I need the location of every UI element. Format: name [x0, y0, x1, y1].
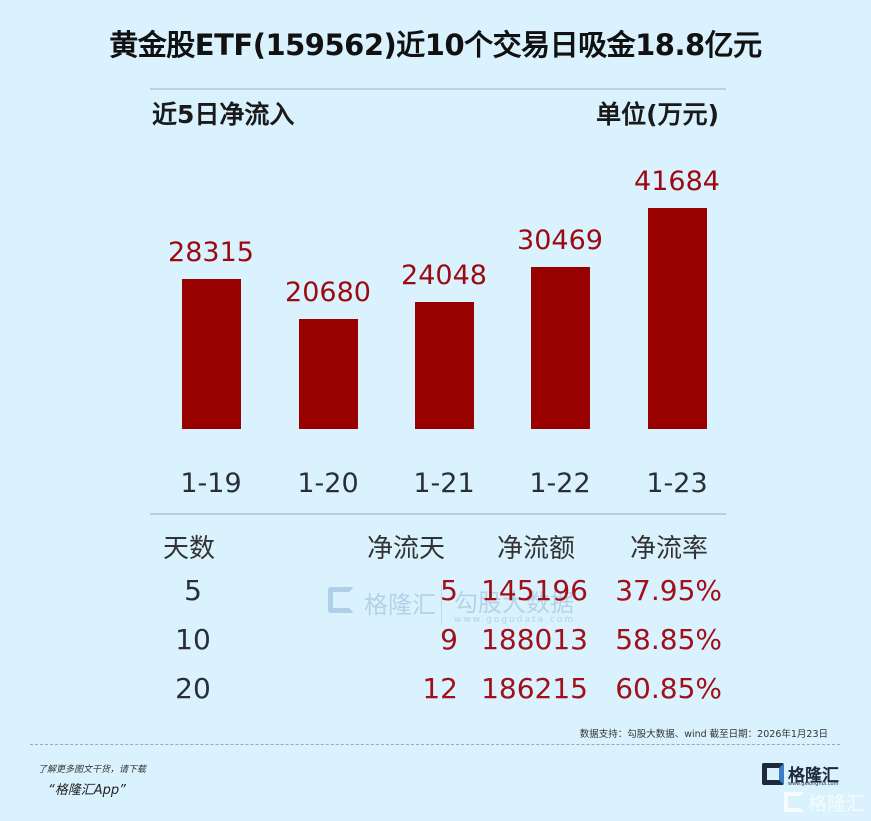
watermark-data-brand: 勾股大数据: [454, 589, 574, 617]
bar-value-label: 20680: [285, 277, 371, 308]
table-header-net-rate: 净流率: [630, 534, 709, 564]
watermark-url: www.gogudata.com: [454, 615, 576, 625]
top-divider: [150, 88, 726, 90]
bar-1-21: [415, 302, 474, 429]
bar-value-label: 41684: [634, 166, 720, 197]
cell-days: 20: [175, 672, 211, 705]
cell-net-amount: 145196: [481, 574, 588, 607]
mid-divider: [150, 513, 726, 515]
cell-net-amount: 186215: [481, 672, 588, 705]
promo-text: 了解更多图文干货，请下载: [38, 765, 147, 775]
footer-divider: [30, 744, 840, 745]
cell-net-rate: 58.85%: [615, 623, 722, 656]
unit-label: 单位(万元): [596, 100, 719, 129]
bar-1-20: [299, 319, 358, 429]
logo-url: www.gelonghui.com: [788, 781, 839, 787]
cell-days: 5: [184, 574, 202, 607]
bar-value-label: 28315: [168, 237, 254, 268]
bar-value-label: 24048: [401, 260, 487, 291]
x-axis-label: 1-21: [413, 468, 475, 499]
source-note: 数据支持：勾股大数据、wind 截至日期：2026年1月23日: [579, 729, 828, 740]
table-header-days: 天数: [163, 534, 216, 564]
watermark-brand: 格隆汇: [364, 591, 436, 619]
x-axis-label: 1-20: [297, 468, 359, 499]
x-axis-label: 1-19: [180, 468, 242, 499]
cell-net-days: 9: [440, 623, 458, 656]
table-header-net-amount: 净流额: [497, 534, 576, 564]
cell-net-days: 12: [422, 672, 458, 705]
bar-1-22: [531, 267, 590, 429]
cell-net-days: 5: [440, 574, 458, 607]
chart-title: 黄金股ETF(159562)近10个交易日吸金18.8亿元: [109, 28, 762, 62]
x-axis-label: 1-22: [529, 468, 591, 499]
bar-value-label: 30469: [517, 225, 603, 256]
promo-app-name: “格隆汇App”: [48, 783, 126, 798]
bar-1-19: [182, 279, 241, 429]
x-axis-label: 1-23: [646, 468, 708, 499]
cell-net-rate: 60.85%: [615, 672, 722, 705]
cell-net-amount: 188013: [481, 623, 588, 656]
cell-days: 10: [175, 623, 211, 656]
gelonghui-logo-icon: [328, 587, 354, 613]
cell-net-rate: 37.95%: [615, 574, 722, 607]
logo-watermark-text: 格隆汇: [808, 793, 866, 815]
watermark-separator: [441, 585, 442, 625]
table-header-net-days: 净流天: [367, 534, 446, 564]
gelonghui-logo-icon: [784, 792, 804, 812]
logo-text: 格隆汇: [788, 766, 839, 786]
gelonghui-logo-icon: [762, 763, 784, 785]
bar-1-23: [648, 208, 707, 429]
chart-subtitle: 近5日净流入: [152, 100, 295, 129]
